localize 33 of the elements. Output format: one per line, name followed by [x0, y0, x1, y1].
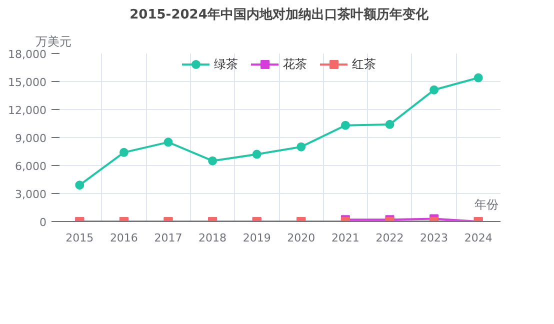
legend-label: 绿茶 — [214, 56, 238, 72]
x-tick-label: 2020 — [287, 232, 316, 244]
point — [208, 156, 218, 166]
y-tick-label: 12,000 — [8, 104, 47, 117]
point — [164, 138, 173, 147]
y-tick-label: 0 — [40, 216, 46, 229]
legend-label: 花茶 — [283, 56, 307, 72]
x-axis-title: 年份 — [474, 198, 498, 212]
x-tick-label: 2023 — [420, 232, 448, 244]
y-tick-label: 6,000 — [15, 160, 47, 173]
point — [474, 73, 483, 82]
y-tick-label: 9,000 — [15, 132, 47, 145]
point — [296, 142, 306, 152]
y-tick-label: 18,000 — [8, 48, 47, 61]
x-tick-label: 2021 — [331, 232, 360, 244]
chart-title: 2015-2024年中国内地对加纳出口茶叶额历年变化 — [130, 6, 430, 22]
x-tick-label: 2015 — [66, 232, 94, 244]
point — [430, 85, 439, 94]
x-tick-label: 2017 — [154, 232, 182, 244]
point — [340, 120, 350, 130]
y-axis-title: 万美元 — [36, 34, 72, 48]
x-tick-label: 2022 — [376, 232, 404, 244]
point — [75, 180, 84, 190]
x-tick-label: 2018 — [198, 232, 227, 244]
point — [252, 150, 262, 159]
x-tick-label: 2024 — [464, 232, 492, 244]
x-tick-label: 2019 — [242, 232, 271, 244]
point — [119, 148, 128, 157]
legend-label: 红茶 — [352, 56, 376, 72]
point — [385, 120, 394, 129]
x-tick-label: 2016 — [110, 232, 138, 244]
y-tick-label: 15,000 — [8, 76, 47, 89]
y-tick-label: 3,000 — [15, 188, 47, 201]
